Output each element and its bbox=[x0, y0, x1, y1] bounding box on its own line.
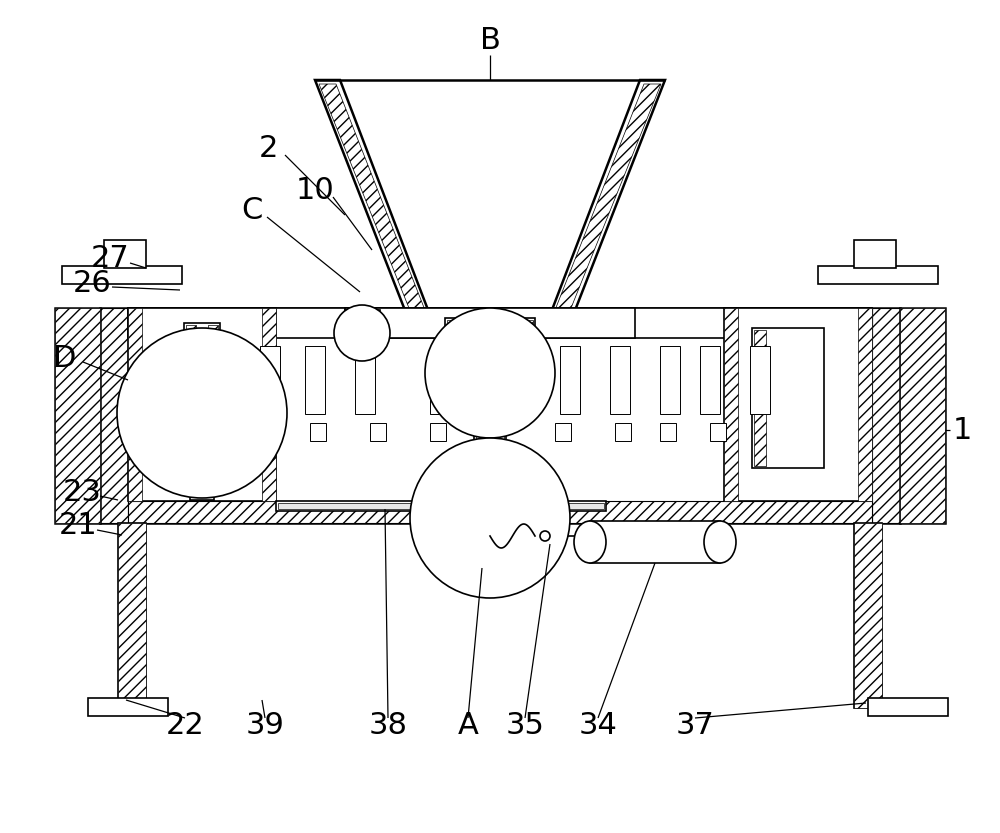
Bar bbox=[754, 330, 766, 466]
Bar bbox=[190, 478, 214, 500]
Bar bbox=[854, 240, 896, 268]
Text: C: C bbox=[241, 196, 263, 225]
Bar bbox=[834, 308, 872, 336]
Bar bbox=[724, 308, 738, 501]
Text: A: A bbox=[458, 711, 478, 740]
Bar bbox=[128, 308, 872, 338]
Bar bbox=[724, 308, 872, 501]
Bar bbox=[700, 346, 720, 414]
Bar bbox=[128, 501, 872, 523]
Text: 37: 37 bbox=[676, 711, 714, 740]
Polygon shape bbox=[542, 80, 665, 336]
Bar bbox=[752, 328, 824, 468]
Polygon shape bbox=[448, 491, 532, 506]
Bar bbox=[750, 346, 770, 414]
Text: 1: 1 bbox=[952, 416, 972, 445]
Bar bbox=[55, 308, 100, 523]
Bar bbox=[128, 308, 276, 501]
Polygon shape bbox=[319, 84, 434, 333]
Bar bbox=[868, 698, 948, 716]
Bar bbox=[560, 346, 580, 414]
Bar bbox=[128, 308, 142, 501]
Polygon shape bbox=[315, 80, 438, 336]
Bar bbox=[872, 308, 900, 523]
Bar bbox=[62, 266, 182, 284]
Bar bbox=[100, 308, 128, 523]
Bar bbox=[474, 418, 506, 478]
Text: 38: 38 bbox=[368, 711, 408, 740]
Bar bbox=[854, 523, 882, 708]
Text: 39: 39 bbox=[246, 711, 284, 740]
Text: 35: 35 bbox=[506, 711, 544, 740]
Text: 10: 10 bbox=[296, 176, 334, 204]
Circle shape bbox=[334, 305, 390, 361]
Bar bbox=[660, 346, 680, 414]
Bar bbox=[262, 308, 276, 501]
Bar bbox=[445, 318, 535, 340]
Bar bbox=[104, 240, 146, 268]
Bar bbox=[590, 521, 720, 563]
Bar bbox=[276, 501, 606, 511]
Bar bbox=[184, 323, 220, 478]
Bar bbox=[615, 423, 631, 441]
Bar bbox=[345, 308, 635, 338]
Text: 23: 23 bbox=[63, 477, 101, 506]
Bar bbox=[128, 308, 166, 336]
Text: 2: 2 bbox=[258, 133, 278, 162]
Bar bbox=[555, 423, 571, 441]
Bar bbox=[100, 308, 900, 523]
Circle shape bbox=[117, 328, 287, 498]
Bar bbox=[260, 346, 280, 414]
Text: 27: 27 bbox=[91, 243, 129, 272]
Bar bbox=[476, 420, 484, 476]
Bar bbox=[370, 423, 386, 441]
Text: 21: 21 bbox=[59, 511, 97, 540]
Bar bbox=[310, 423, 326, 441]
Bar bbox=[208, 325, 218, 476]
Circle shape bbox=[410, 438, 570, 598]
Bar bbox=[858, 308, 872, 501]
Bar bbox=[710, 423, 726, 441]
Bar bbox=[118, 523, 146, 708]
Text: B: B bbox=[480, 26, 500, 54]
Bar bbox=[900, 308, 945, 523]
Bar bbox=[818, 266, 938, 284]
Text: 26: 26 bbox=[73, 268, 111, 297]
Text: 22: 22 bbox=[166, 711, 204, 740]
Bar bbox=[450, 493, 530, 505]
Text: 34: 34 bbox=[579, 711, 617, 740]
Bar bbox=[468, 338, 512, 418]
Bar bbox=[260, 423, 276, 441]
Text: D: D bbox=[53, 343, 77, 372]
Polygon shape bbox=[546, 84, 661, 333]
Bar bbox=[430, 423, 446, 441]
Bar bbox=[55, 308, 100, 523]
Ellipse shape bbox=[574, 521, 606, 563]
Bar bbox=[900, 308, 945, 523]
Bar bbox=[496, 420, 504, 476]
Bar bbox=[430, 346, 450, 414]
Bar bbox=[305, 346, 325, 414]
Bar bbox=[118, 523, 146, 708]
Bar bbox=[447, 320, 461, 338]
Bar bbox=[355, 346, 375, 414]
Bar bbox=[88, 698, 168, 716]
Bar bbox=[854, 523, 882, 708]
Bar bbox=[186, 325, 196, 476]
Circle shape bbox=[540, 531, 550, 541]
Bar bbox=[500, 340, 510, 416]
Ellipse shape bbox=[704, 521, 736, 563]
Bar bbox=[278, 503, 604, 509]
Bar bbox=[519, 320, 533, 338]
Circle shape bbox=[425, 308, 555, 438]
Bar bbox=[660, 423, 676, 441]
Bar bbox=[610, 346, 630, 414]
Bar bbox=[345, 310, 380, 332]
Bar bbox=[470, 340, 480, 416]
